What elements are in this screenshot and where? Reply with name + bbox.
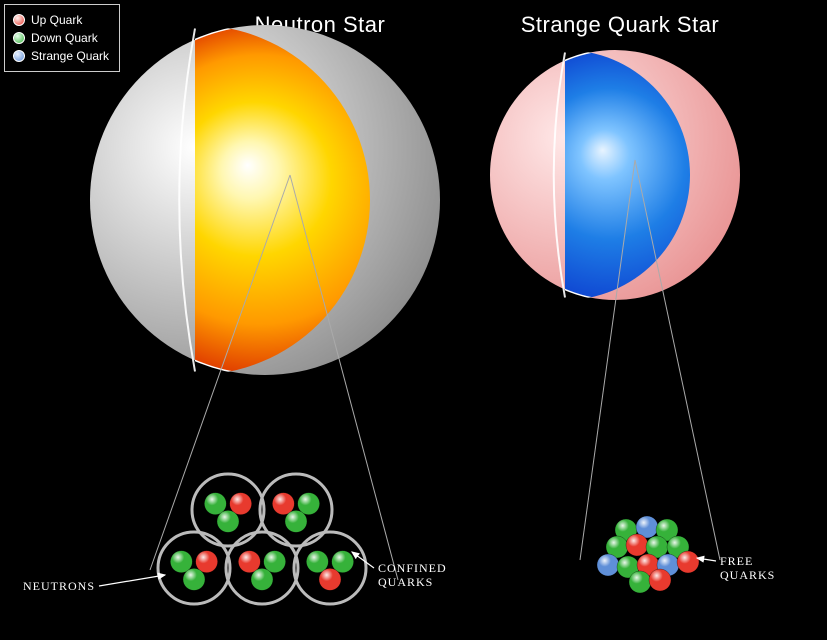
neutron-circle <box>226 532 298 604</box>
neutron-circle <box>294 532 366 604</box>
detail-label: FREEQUARKS <box>720 554 775 582</box>
detail-label: CONFINEDQUARKS <box>378 561 447 589</box>
diagram-svg: NEUTRONS CONFINEDQUARKS FREEQUARKS <box>0 0 827 640</box>
detail-label: NEUTRONS <box>23 579 95 593</box>
neutron-circle <box>192 474 264 546</box>
neutron-circle <box>260 474 332 546</box>
neutron-circle <box>158 532 230 604</box>
